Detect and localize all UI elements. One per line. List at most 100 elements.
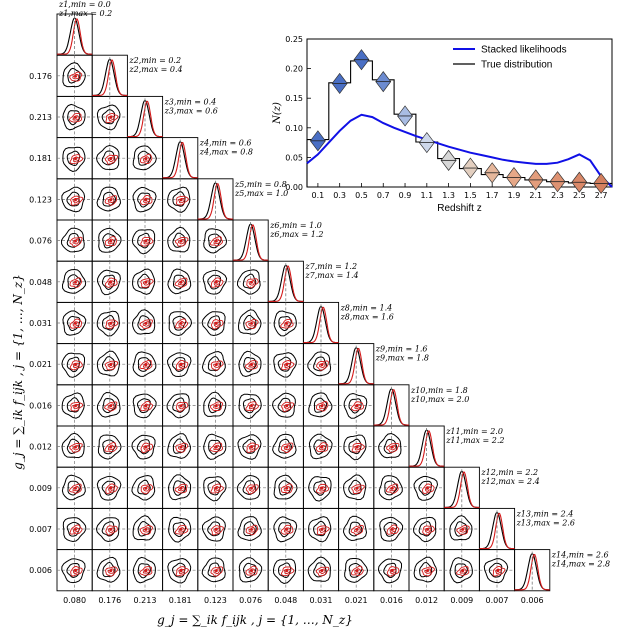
marginal-red-curve (303, 306, 339, 344)
best-fit-point (285, 569, 289, 573)
best-fit-point (250, 569, 254, 573)
bin-min-label: z11,min = 2.0 (445, 427, 503, 436)
marginal-red-curve (479, 512, 515, 550)
red-contour-inner (177, 486, 186, 492)
contour-panel (302, 466, 340, 509)
diag-panel (232, 219, 269, 262)
contour-panel (232, 343, 269, 386)
black-contour-inner (172, 315, 187, 331)
black-contour-inner (348, 398, 362, 414)
black-contour-outer (166, 352, 192, 378)
black-contour-inner (277, 562, 292, 579)
best-fit-point (250, 363, 254, 367)
red-contour-outer (69, 443, 83, 453)
black-contour-inner (102, 561, 116, 578)
red-contour-outer (69, 360, 83, 371)
black-contour-outer (96, 556, 121, 583)
corner-y-label: g_j = ∑_ik f_ijk , j = {1, …, N_z} (11, 274, 25, 470)
black-contour-outer (273, 352, 297, 378)
marginal-red-curve (197, 183, 233, 220)
black-contour-inner (102, 439, 117, 455)
black-contour-outer (273, 474, 298, 500)
best-fit-point (74, 363, 77, 367)
diag-panel (126, 95, 164, 139)
inset-xtick-label: 2.1 (529, 191, 542, 200)
black-contour-inner (101, 480, 116, 496)
black-contour-outer (61, 268, 87, 294)
best-fit-point (109, 363, 113, 367)
bin-min-label: z7,min = 1.2 (304, 262, 357, 271)
red-contour-inner (283, 485, 291, 492)
red-contour-outer (104, 236, 118, 247)
black-contour-inner (102, 191, 117, 207)
bin-min-label: z3,min = 0.4 (164, 97, 217, 106)
contour-panel (302, 343, 340, 386)
inset-ytick-label: 0.15 (285, 94, 303, 103)
best-fit-point (461, 528, 465, 531)
contour-panel (162, 343, 199, 386)
black-contour-outer (272, 558, 297, 585)
inset-xtick-label: 1.9 (508, 191, 521, 200)
contour-panel (91, 301, 128, 345)
diag-panel (373, 384, 410, 427)
corner-xtick-label: 0.031 (310, 596, 333, 605)
contour-panel (197, 507, 234, 551)
best-fit-point (109, 486, 113, 490)
red-contour-inner (143, 445, 151, 451)
contour-panel (408, 549, 445, 592)
diag-panel (478, 507, 516, 551)
black-contour-inner (278, 315, 292, 332)
black-contour-outer (342, 474, 367, 501)
panel-frame (126, 95, 164, 139)
black-contour-outer (238, 350, 262, 378)
black-contour-inner (172, 521, 186, 538)
red-contour-inner (389, 568, 397, 575)
bin-min-label: z5,min = 0.8 (234, 180, 287, 189)
red-contour-outer (280, 442, 294, 453)
best-fit-point (179, 363, 183, 367)
bin-min-label: z8,min = 1.4 (340, 303, 393, 312)
contour-panel (338, 549, 375, 592)
contour-panel (126, 260, 164, 303)
bin-min-label: z2,min = 0.2 (128, 56, 181, 65)
contour-panel (302, 549, 340, 592)
red-contour-inner (495, 568, 503, 575)
corner-ytick-label: 0.007 (29, 525, 52, 534)
bin-max-label: z1,max = 0.2 (58, 9, 112, 18)
corner-ytick-label: 0.213 (29, 113, 52, 122)
red-contour-outer (140, 278, 154, 288)
panel-frame (232, 219, 269, 262)
red-contour-outer (69, 318, 82, 329)
best-fit-point (320, 404, 324, 408)
best-fit-point (496, 569, 500, 573)
black-contour-inner (207, 397, 222, 414)
best-fit-point (109, 569, 113, 573)
best-fit-point (391, 486, 394, 490)
best-fit-point (74, 528, 77, 531)
black-contour-inner (348, 438, 362, 455)
red-contour-outer (245, 401, 260, 411)
red-contour-outer (104, 442, 118, 453)
best-fit-point (109, 322, 113, 325)
red-contour-outer (456, 525, 470, 535)
contour-panel (197, 549, 234, 592)
black-contour-outer (167, 474, 192, 501)
black-contour-inner (101, 274, 116, 291)
red-contour-inner (143, 403, 150, 410)
contour-panel (408, 466, 445, 509)
red-contour-outer (69, 236, 83, 248)
black-contour-outer (168, 311, 193, 337)
red-contour-inner (319, 486, 327, 492)
best-fit-point (215, 445, 218, 449)
black-contour-inner (418, 480, 433, 496)
best-fit-point (109, 239, 113, 243)
panel-frame (338, 343, 375, 386)
black-contour-outer (307, 556, 331, 582)
black-contour-inner (277, 356, 292, 372)
contour-panel (162, 466, 199, 509)
bin-max-label: z9,max = 1.8 (375, 354, 429, 363)
black-contour-outer (201, 516, 226, 542)
red-contour-inner (178, 197, 186, 204)
red-contour-inner (354, 403, 362, 410)
legend-label-stacked: Stacked likelihoods (481, 45, 567, 56)
